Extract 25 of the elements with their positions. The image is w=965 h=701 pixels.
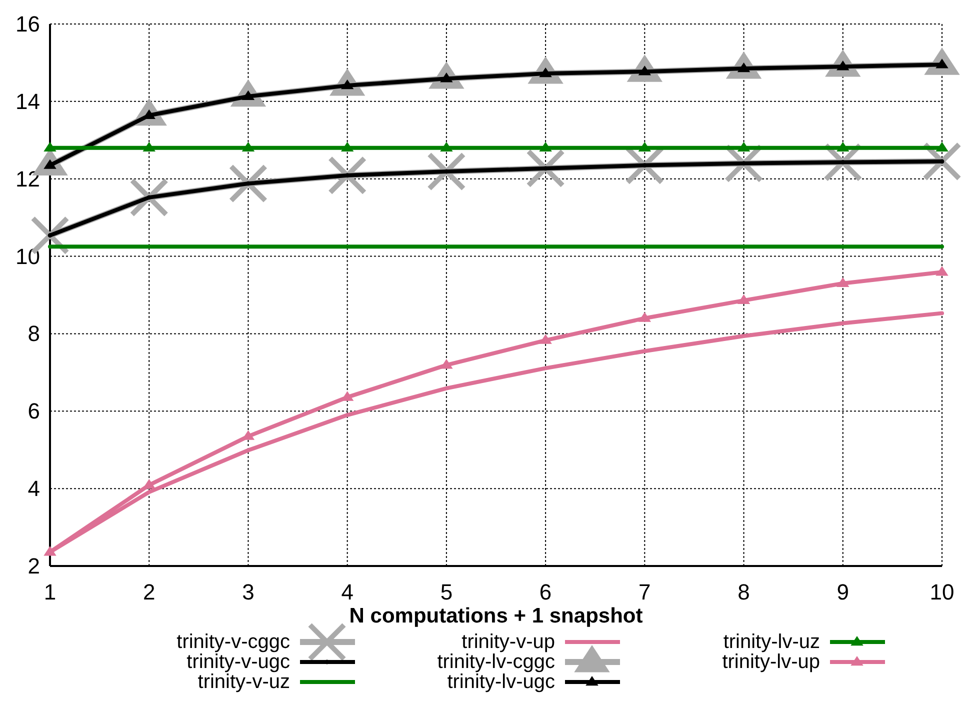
y-tick-label: 2 [28,554,40,578]
x-tick-label: 8 [738,580,750,604]
y-tick-label: 16 [16,12,40,36]
x-tick-label: 5 [440,580,453,604]
legend-label: trinity-lv-cggc [437,651,555,673]
x-tick-label: 6 [539,580,552,604]
legend-label: trinity-v-up [462,631,555,653]
legend-label: trinity-v-ugc [186,651,290,673]
y-tick-label: 14 [16,88,40,114]
y-tick-label: 4 [28,476,40,502]
y-tick-label: 8 [28,321,40,346]
x-tick-label: 7 [638,580,651,604]
legend-label: trinity-lv-up [722,651,820,673]
legend-label: trinity-lv-ugc [447,671,555,693]
x-axis-title: N computations + 1 snapshot [349,604,643,628]
legend-label: trinity-v-uz [198,671,290,693]
y-tick-label: 6 [28,398,40,424]
x-tick-label: 9 [836,580,850,604]
legend-label: trinity-lv-uz [723,631,820,653]
x-tick-label: 10 [930,580,954,604]
x-tick-label: 3 [242,580,254,604]
x-tick-label: 2 [142,580,156,604]
x-tick-label: 1 [44,580,56,604]
legend-label: trinity-v-cggc [176,631,290,653]
x-tick-label: 4 [341,580,354,604]
